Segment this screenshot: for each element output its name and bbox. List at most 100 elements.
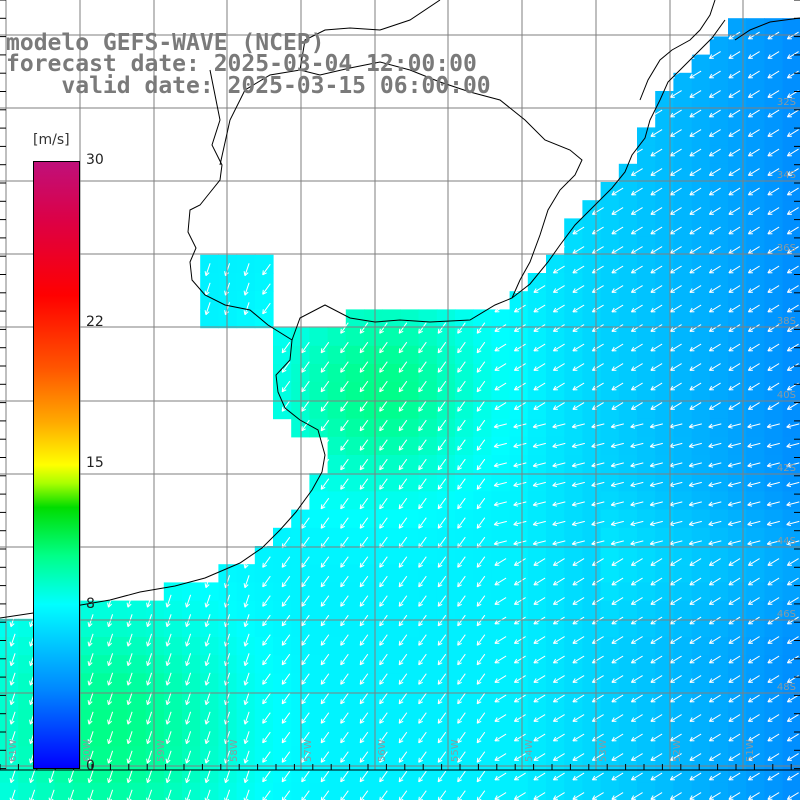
wind-arrow bbox=[689, 226, 702, 235]
latitude-label: 46S bbox=[777, 609, 796, 620]
wind-arrow bbox=[126, 711, 133, 725]
wind-speed-cell bbox=[564, 600, 583, 620]
wind-speed-cell bbox=[491, 618, 511, 638]
wind-speed-cell bbox=[509, 764, 529, 784]
wind-arrow bbox=[513, 733, 526, 742]
wind-speed-cell bbox=[345, 364, 365, 383]
wind-arrow bbox=[630, 442, 644, 449]
wind-speed-cell bbox=[764, 709, 784, 729]
wind-arrow bbox=[766, 442, 780, 449]
wind-speed-cell bbox=[782, 436, 800, 456]
wind-speed-cell bbox=[436, 728, 456, 747]
wind-arrow bbox=[533, 363, 546, 371]
wind-speed-cell bbox=[637, 618, 656, 638]
wind-arrow bbox=[494, 714, 507, 722]
wind-arrow bbox=[689, 402, 702, 410]
wind-speed-cell bbox=[273, 618, 292, 638]
wind-arrow bbox=[243, 282, 250, 296]
wind-arrow bbox=[418, 380, 427, 393]
wind-speed-cell bbox=[473, 582, 492, 602]
wind-speed-cell bbox=[673, 345, 693, 365]
wind-speed-cell bbox=[546, 309, 565, 329]
wind-arrow bbox=[533, 714, 546, 722]
wind-arrow bbox=[552, 597, 565, 605]
wind-speed-cell bbox=[436, 691, 456, 711]
wind-arrow bbox=[204, 302, 211, 316]
wind-arrow bbox=[747, 714, 760, 722]
wind-speed-cell bbox=[436, 600, 456, 620]
wind-arrow bbox=[728, 265, 741, 274]
wind-arrow bbox=[689, 187, 702, 196]
wind-speed-cell bbox=[637, 455, 656, 474]
wind-speed-cell bbox=[364, 782, 383, 800]
wind-arrow bbox=[767, 246, 780, 254]
wind-arrow bbox=[630, 792, 643, 800]
wind-arrow bbox=[457, 400, 466, 412]
wind-speed-cell bbox=[218, 291, 238, 310]
wind-speed-cell bbox=[400, 418, 420, 438]
wind-speed-cell bbox=[400, 491, 420, 511]
wind-arrow bbox=[243, 672, 250, 686]
wind-speed-cell bbox=[582, 782, 602, 800]
wind-speed-cell bbox=[728, 782, 747, 800]
wind-speed-cell bbox=[546, 764, 565, 784]
wind-speed-cell bbox=[764, 782, 784, 800]
wind-speed-cell bbox=[509, 582, 529, 602]
wind-speed-cell bbox=[655, 473, 674, 492]
wind-speed-cell bbox=[109, 782, 128, 800]
wind-arrow bbox=[669, 129, 682, 137]
longitude-label: 58W bbox=[229, 739, 240, 762]
latitude-label: 38S bbox=[777, 316, 796, 327]
wind-arrow bbox=[320, 770, 330, 783]
wind-speed-cell bbox=[691, 582, 711, 602]
wind-arrow bbox=[379, 322, 388, 334]
wind-speed-cell bbox=[709, 527, 729, 547]
wind-arrow bbox=[457, 595, 466, 607]
wind-arrow bbox=[786, 109, 799, 118]
wind-speed-cell bbox=[709, 109, 729, 128]
wind-speed-cell bbox=[728, 491, 747, 511]
wind-arrow bbox=[611, 324, 624, 332]
wind-speed-cell bbox=[546, 382, 565, 401]
wind-arrow bbox=[476, 458, 486, 471]
wind-arrow bbox=[689, 168, 702, 176]
wind-speed-cell bbox=[436, 473, 456, 492]
wind-arrow bbox=[320, 517, 330, 529]
wind-speed-cell bbox=[728, 400, 747, 420]
wind-arrow bbox=[708, 246, 721, 254]
wind-speed-cell bbox=[691, 491, 711, 511]
wind-arrow bbox=[126, 770, 133, 784]
wind-speed-cell bbox=[782, 91, 800, 110]
wind-arrow bbox=[476, 731, 486, 744]
wind-arrow bbox=[747, 423, 761, 429]
wind-speed-cell bbox=[473, 728, 492, 747]
wind-arrow bbox=[340, 478, 349, 490]
wind-arrow bbox=[513, 363, 526, 371]
wind-speed-cell bbox=[527, 436, 547, 456]
wind-arrow bbox=[457, 458, 466, 471]
wind-arrow bbox=[340, 322, 349, 334]
wind-speed-cell bbox=[109, 600, 128, 620]
wind-arrow bbox=[728, 558, 741, 566]
wind-arrow bbox=[301, 751, 310, 763]
wind-speed-cell bbox=[491, 564, 511, 583]
wind-arrow bbox=[476, 322, 486, 334]
wind-arrow bbox=[165, 692, 172, 706]
wind-arrow bbox=[728, 772, 741, 781]
wind-speed-cell bbox=[673, 764, 693, 784]
wind-arrow bbox=[457, 556, 466, 568]
wind-speed-cell bbox=[327, 582, 347, 602]
wind-speed-cell bbox=[691, 254, 711, 274]
wind-speed-cell bbox=[728, 418, 747, 438]
wind-arrow bbox=[204, 750, 211, 764]
wind-arrow bbox=[728, 70, 741, 79]
wind-speed-cell bbox=[782, 764, 800, 784]
wind-speed-cell bbox=[509, 564, 529, 583]
wind-speed-cell bbox=[673, 637, 693, 656]
wind-arrow bbox=[649, 481, 663, 488]
wind-speed-cell bbox=[746, 673, 765, 693]
wind-speed-cell bbox=[728, 364, 747, 383]
wind-speed-cell bbox=[364, 618, 383, 638]
wind-arrow bbox=[786, 481, 800, 488]
wind-speed-cell bbox=[746, 327, 765, 347]
